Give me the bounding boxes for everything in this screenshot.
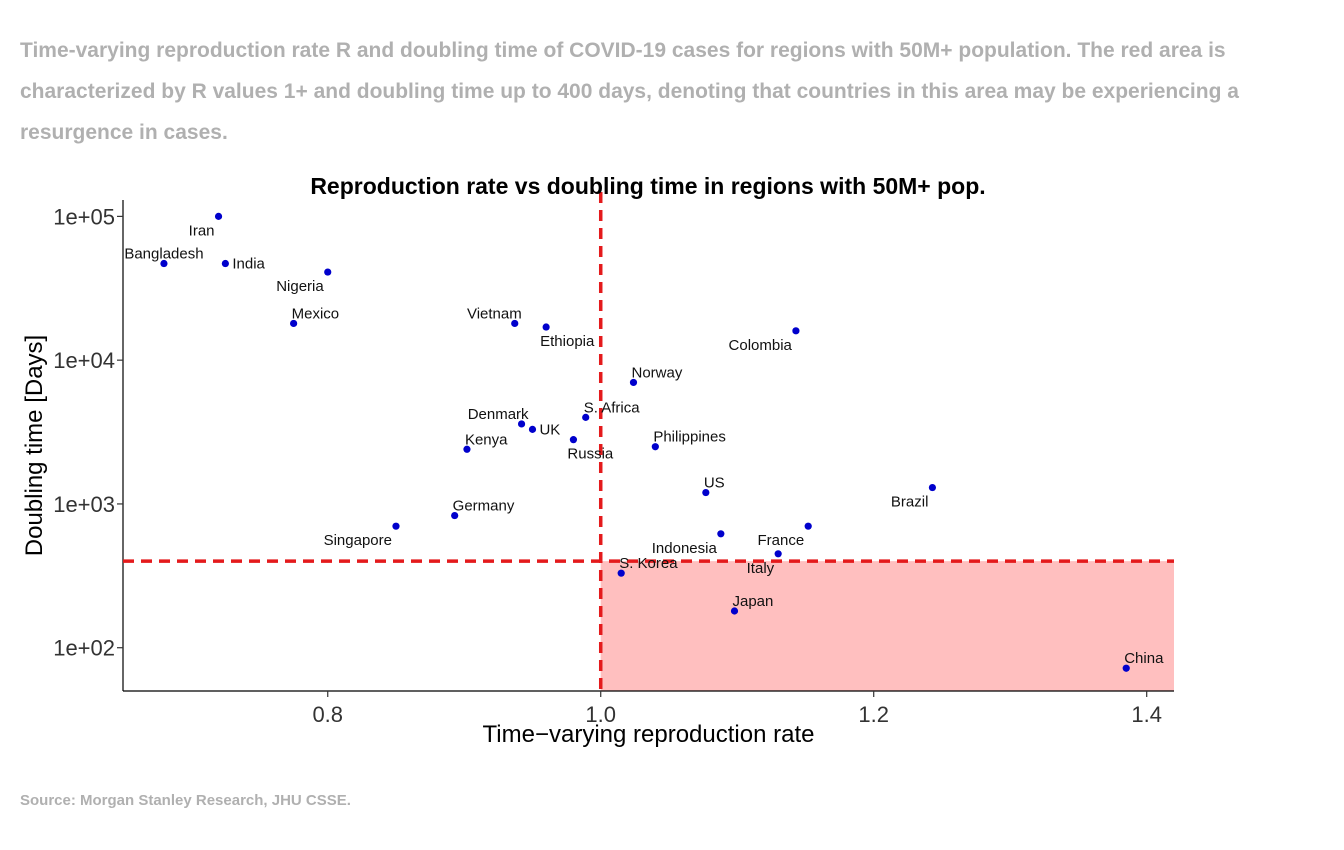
- point-uk: [528, 425, 537, 433]
- point-label: UK: [539, 421, 560, 438]
- point-france: [804, 522, 812, 530]
- point-label: Italy: [747, 560, 775, 577]
- point-us: [702, 488, 710, 497]
- point-label: Vietnam: [467, 305, 522, 322]
- point-label: Indonesia: [652, 540, 718, 557]
- point-label: Singapore: [324, 532, 392, 549]
- point-russia: [569, 436, 578, 444]
- point-label: Philippines: [653, 429, 726, 446]
- chart-title: Reproduction rate vs doubling time in re…: [310, 173, 985, 199]
- resurgence-region: [600, 561, 1174, 691]
- x-axis-title: Time−varying reproduction rate: [483, 721, 815, 748]
- point-label: China: [1124, 650, 1164, 667]
- x-tick-label: 0.8: [312, 702, 343, 727]
- point-label: Colombia: [729, 337, 793, 354]
- point-philippines: [651, 443, 659, 451]
- y-tick-label: 1e+02: [53, 636, 115, 661]
- point-label: Japan: [732, 593, 773, 610]
- point-label: Kenya: [465, 431, 508, 448]
- point-vietnam: [511, 319, 519, 328]
- source-note: Source: Morgan Stanley Research, JHU CSS…: [20, 792, 351, 809]
- y-tick-label: 1e+05: [53, 204, 115, 229]
- point-colombia: [792, 327, 800, 335]
- point-norway: [629, 378, 638, 387]
- point-label: Mexico: [292, 305, 340, 322]
- point-kenya: [463, 445, 471, 453]
- threshold-lines-layer: [123, 192, 1174, 691]
- axes-layer: 0.8 1.0 1.2 1.4 1e+02 1e+03 1e+04 1e+05: [53, 200, 1174, 727]
- point-label: US: [704, 475, 725, 492]
- point-label: Russia: [567, 446, 614, 463]
- point-ethiopia: [542, 323, 550, 331]
- y-tick-label: 1e+03: [53, 492, 115, 517]
- point-label: Ethiopia: [540, 333, 595, 350]
- point-indonesia: [717, 530, 725, 538]
- highlight-region-layer: [600, 561, 1174, 691]
- x-tick-label: 1.2: [858, 702, 889, 727]
- point-italy: [774, 550, 782, 558]
- figure-caption: Time-varying reproduction rate R and dou…: [20, 39, 1239, 144]
- point-s-korea: [617, 569, 625, 577]
- point-iran: [214, 212, 223, 220]
- point-label: India: [232, 256, 265, 273]
- point-nigeria: [324, 268, 332, 276]
- points-layer: [160, 212, 1130, 672]
- point-label: Nigeria: [276, 278, 324, 295]
- point-s-africa: [582, 413, 590, 421]
- point-label: Germany: [453, 498, 515, 515]
- point-singapore: [392, 522, 400, 530]
- point-label: Bangladesh: [124, 246, 203, 263]
- point-label: Norway: [631, 364, 682, 381]
- point-china: [1122, 664, 1130, 672]
- point-brazil: [928, 483, 937, 492]
- point-labels-layer: Iran Bangladesh India Nigeria Mexico Vietnam E…: [124, 222, 1164, 667]
- y-axis-title: Doubling time [Days]: [21, 335, 48, 556]
- point-label: France: [758, 532, 805, 549]
- point-label: Brazil: [891, 494, 929, 511]
- point-label: S. Africa: [584, 399, 641, 416]
- x-tick-label: 1.4: [1131, 702, 1162, 727]
- point-label: Iran: [189, 222, 215, 239]
- point-india: [221, 259, 229, 268]
- point-denmark: [517, 420, 526, 428]
- y-tick-label: 1e+04: [53, 348, 115, 373]
- point-mexico: [290, 319, 298, 328]
- point-japan: [730, 607, 739, 615]
- point-bangladesh: [160, 259, 168, 268]
- point-label: Denmark: [468, 406, 529, 423]
- scatter-chart: 0.8 1.0 1.2 1.4 1e+02 1e+03 1e+04 1e+05 Iran Ban…: [21, 173, 1174, 748]
- x-tick-label: 1.0: [585, 702, 616, 727]
- point-label: S. Korea: [619, 555, 678, 572]
- point-germany: [451, 511, 459, 520]
